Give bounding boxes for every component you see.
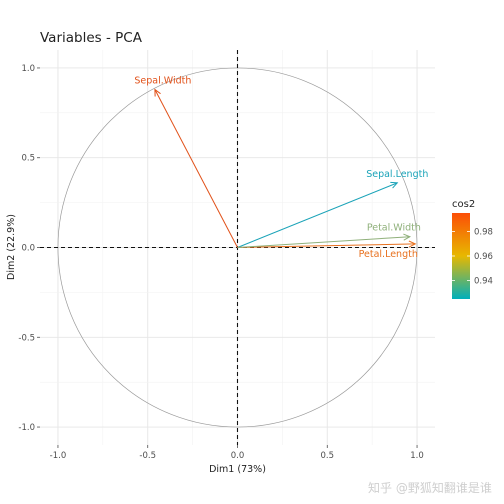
chart-title: Variables - PCA: [40, 30, 143, 46]
y-axis-title: Dim2 (22.9%): [6, 214, 17, 280]
watermark: 知乎 @野狐知翻谁是谁: [368, 481, 492, 495]
legend-tick-label: 0.96: [474, 252, 493, 262]
legend-color-bar: [452, 213, 470, 299]
legend-tick-label: 0.94: [474, 277, 493, 287]
variable-arrowhead: [390, 181, 399, 189]
variable-labels: Sepal.Length Sepal.Width Petal.Length Petal…: [134, 76, 428, 260]
variable-arrow: [237, 236, 410, 248]
x-tick-label: 0.5: [321, 451, 335, 461]
y-tick-label: 0.0: [21, 244, 35, 254]
y-tick-label: 1.0: [21, 64, 35, 74]
y-axis: -1.0 -0.5 0.0 0.5 1.0: [18, 64, 40, 433]
variable-label: Sepal.Width: [134, 76, 191, 87]
variable-label: Sepal.Length: [366, 169, 428, 180]
plot-panel: Sepal.Length Sepal.Width Petal.Length Petal…: [40, 50, 435, 445]
x-axis-title: Dim1 (73%): [209, 464, 266, 475]
variable-arrowhead: [408, 240, 417, 248]
y-tick-label: -1.0: [18, 423, 35, 433]
variable-label: Petal.Length: [359, 249, 418, 260]
legend-title: cos2: [452, 199, 475, 210]
x-axis: -1.0 -0.5 0.0 0.5 1.0: [50, 445, 424, 461]
y-tick-label: -0.5: [18, 333, 35, 343]
x-tick-label: 1.0: [410, 451, 424, 461]
x-tick-label: -0.5: [139, 451, 156, 461]
variable-arrows: [154, 88, 417, 248]
variable-arrow: [237, 243, 416, 248]
x-tick-label: -1.0: [50, 451, 67, 461]
variable-arrow: [237, 182, 398, 248]
legend-tick-label: 0.98: [474, 227, 493, 237]
variable-arrowhead: [154, 88, 161, 97]
cos2-legend: cos2 0.94 0.96 0.98: [452, 199, 493, 299]
legend-ticks: 0.94 0.96 0.98: [452, 227, 493, 287]
x-tick-label: 0.0: [231, 451, 245, 461]
y-tick-label: 0.5: [21, 154, 35, 164]
variable-arrow: [154, 89, 238, 248]
variable-label: Petal.Width: [367, 223, 421, 234]
variable-arrowhead: [403, 233, 412, 241]
